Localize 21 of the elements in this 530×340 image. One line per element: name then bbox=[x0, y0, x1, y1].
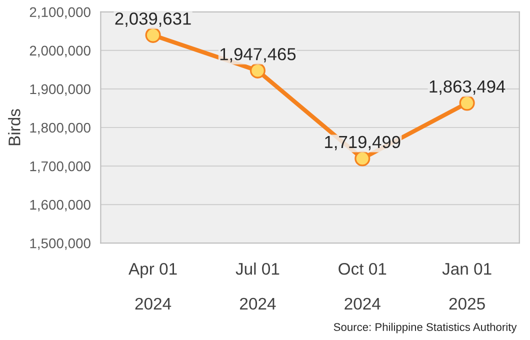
category-label: Jan 01 2025 bbox=[442, 262, 492, 310]
y-tick-label: 1,700,000 bbox=[30, 161, 90, 173]
data-label: 1,863,494 bbox=[430, 80, 506, 95]
point bbox=[459, 95, 475, 111]
data-label: 2,039,631 bbox=[115, 12, 191, 27]
y-tick-label: 2,000,000 bbox=[30, 46, 90, 58]
data-label: 1,947,465 bbox=[220, 48, 296, 62]
y-tick-label: 2,100,000 bbox=[30, 7, 90, 19]
point bbox=[250, 62, 266, 78]
data-label: 1,719,499 bbox=[325, 136, 400, 150]
point bbox=[354, 150, 370, 166]
point bbox=[145, 27, 161, 43]
category-label: Oct 01 2024 bbox=[338, 262, 386, 310]
x-tick-label: Apr 01 2024 bbox=[128, 262, 177, 310]
y-tick-label: 1,600,000 bbox=[30, 200, 90, 212]
y-tick-label: 1,500,000 bbox=[30, 238, 90, 250]
y-tick-label: 1,800,000 bbox=[30, 122, 90, 134]
y-tick-label: 1,900,000 bbox=[30, 84, 90, 96]
source-note: Source: Philippine Statistics Authority bbox=[334, 322, 517, 334]
y-axis-title: Birds bbox=[8, 109, 20, 146]
category-label: Jul 01 2024 bbox=[236, 262, 280, 310]
